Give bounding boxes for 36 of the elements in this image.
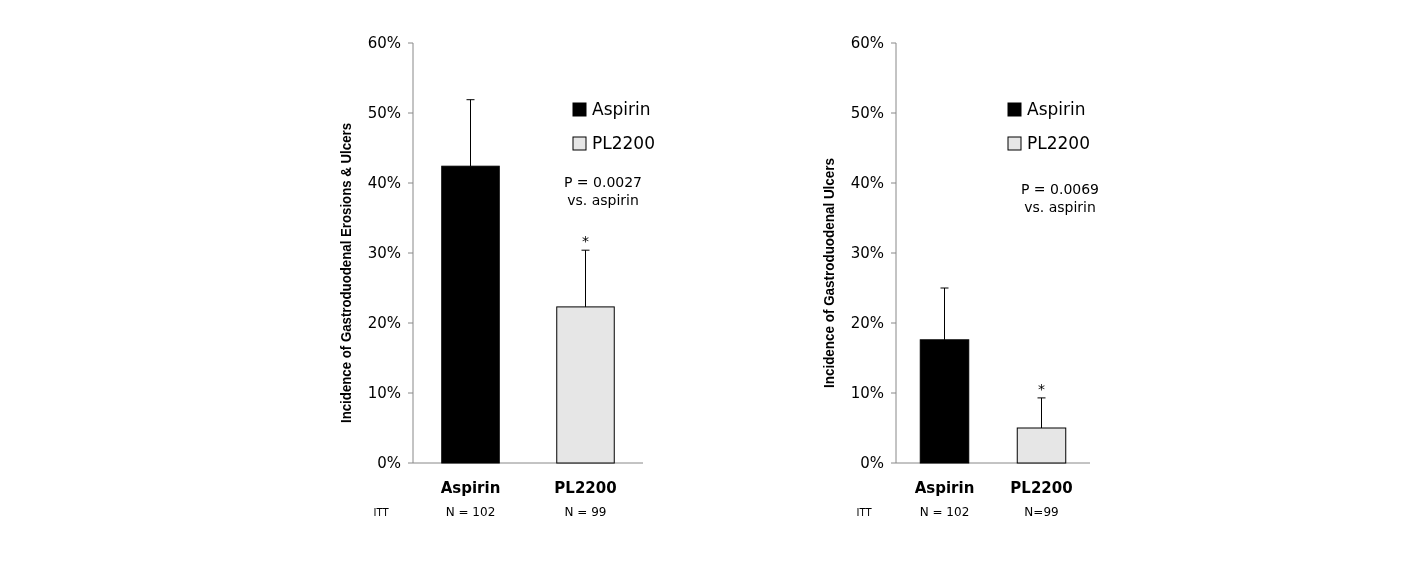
legend-label: PL2200 [592, 132, 655, 153]
y-tick-label: 50% [367, 104, 401, 123]
y-tick-label: 40% [850, 174, 884, 193]
y-tick-label: 0% [377, 454, 401, 473]
text: N = 102 [919, 505, 970, 519]
annotation: * [1038, 380, 1045, 397]
y-tick-label: 10% [367, 384, 401, 403]
annotation: * [582, 233, 589, 250]
y-tick-label: 30% [367, 244, 401, 263]
y-tick-label: 10% [850, 384, 884, 403]
y-axis-title: Incidence of Gastroduodenal Erosions & Ulcers [338, 105, 354, 423]
legend-label: Aspirin [592, 98, 651, 119]
y-tick-label: 60% [850, 34, 884, 53]
y-tick-label: 40% [367, 174, 401, 193]
y-axis-title: Incidence of Gastroduodenal Ulcers [821, 148, 837, 388]
legend-label: PL2200 [1027, 132, 1090, 153]
text: N = 99 [564, 505, 607, 519]
text: ITT [373, 507, 390, 518]
x-tick-label: PL2200 [554, 479, 617, 497]
y-tick-label: 20% [850, 314, 884, 333]
x-tick-label: PL2200 [1010, 479, 1073, 497]
text: N=99 [1024, 505, 1059, 519]
y-tick-label: 30% [850, 244, 884, 263]
annotation: P = 0.0069 [1020, 180, 1100, 197]
x-tick-label: Aspirin [914, 479, 975, 497]
annotation: P = 0.0027 [563, 173, 643, 190]
text: N = 102 [445, 505, 496, 519]
y-tick-label: 20% [367, 314, 401, 333]
x-tick-label: Aspirin [440, 479, 501, 497]
y-tick-label: 0% [860, 454, 884, 473]
text: ITT [856, 507, 873, 518]
annotation: vs. aspirin [1024, 198, 1096, 215]
y-tick-label: 60% [367, 34, 401, 53]
annotation: vs. aspirin [567, 191, 639, 208]
legend-label: Aspirin [1027, 98, 1086, 119]
y-tick-label: 50% [850, 104, 884, 123]
